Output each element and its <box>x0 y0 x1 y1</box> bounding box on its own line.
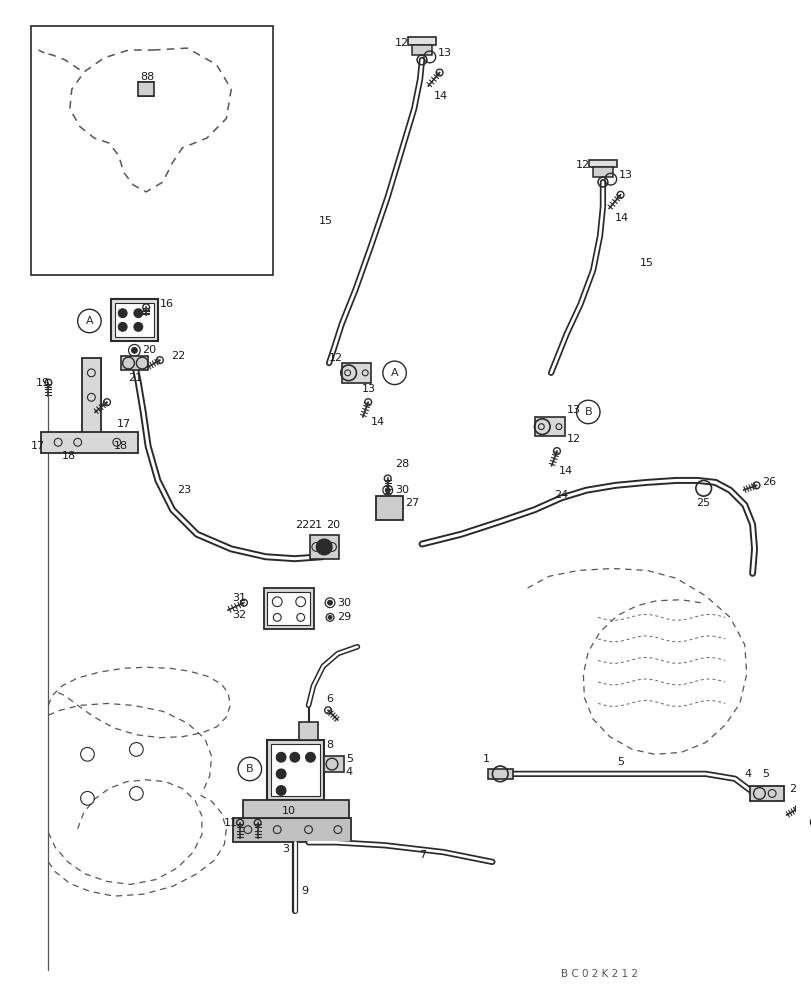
Bar <box>271 744 320 796</box>
Bar <box>267 740 324 800</box>
Bar <box>534 417 564 436</box>
Text: 23: 23 <box>178 485 191 495</box>
Text: 6: 6 <box>326 694 333 704</box>
Bar <box>408 37 436 45</box>
Text: 17: 17 <box>117 419 131 429</box>
Circle shape <box>118 309 127 318</box>
Circle shape <box>290 752 299 762</box>
Circle shape <box>328 615 332 619</box>
Circle shape <box>327 600 332 605</box>
Text: 20: 20 <box>142 345 157 355</box>
Text: 21: 21 <box>128 373 143 383</box>
Text: 12: 12 <box>575 160 589 170</box>
Text: 14: 14 <box>371 417 384 427</box>
Text: 5: 5 <box>345 754 352 764</box>
Circle shape <box>134 309 143 318</box>
Text: 19: 19 <box>36 378 49 388</box>
Text: 13: 13 <box>566 405 580 415</box>
Bar <box>31 26 273 275</box>
Text: B C 0 2 K 2 1 2: B C 0 2 K 2 1 2 <box>560 969 637 979</box>
Bar <box>298 722 318 740</box>
Text: 27: 27 <box>405 498 419 508</box>
Text: 25: 25 <box>695 498 709 508</box>
Text: 24: 24 <box>553 490 568 500</box>
Text: 22: 22 <box>171 351 186 361</box>
Text: 4: 4 <box>744 769 751 779</box>
Text: B: B <box>246 764 253 774</box>
Text: B: B <box>584 407 591 417</box>
Text: 12: 12 <box>328 353 343 363</box>
Text: 12: 12 <box>394 38 408 48</box>
Text: 21: 21 <box>308 520 322 530</box>
Text: 14: 14 <box>433 91 448 101</box>
Text: 4: 4 <box>345 767 353 777</box>
Bar <box>41 432 138 453</box>
Bar <box>242 800 348 818</box>
Circle shape <box>131 347 137 353</box>
Text: 5: 5 <box>762 769 769 779</box>
Circle shape <box>276 769 285 779</box>
Bar <box>111 299 157 341</box>
Bar <box>81 358 101 451</box>
Text: 32: 32 <box>232 610 246 620</box>
Text: 22: 22 <box>294 520 309 530</box>
Text: 12: 12 <box>566 434 580 444</box>
Text: 13: 13 <box>361 384 375 394</box>
Bar <box>121 356 148 370</box>
Text: A: A <box>390 368 398 378</box>
Circle shape <box>276 752 285 762</box>
Text: 31: 31 <box>232 593 246 603</box>
Text: 10: 10 <box>281 806 296 816</box>
Text: 11: 11 <box>223 818 237 828</box>
Text: 3: 3 <box>281 844 289 854</box>
Text: 28: 28 <box>395 459 410 469</box>
Bar <box>138 82 154 96</box>
Text: 5: 5 <box>617 757 624 767</box>
Text: 13: 13 <box>437 48 451 58</box>
Text: 26: 26 <box>762 477 775 487</box>
Text: 20: 20 <box>326 520 340 530</box>
Text: 13: 13 <box>618 170 632 180</box>
Text: 14: 14 <box>558 466 573 476</box>
Bar <box>264 588 314 629</box>
Circle shape <box>118 322 127 331</box>
Text: 88: 88 <box>140 72 154 82</box>
Bar <box>267 592 310 625</box>
Text: 17: 17 <box>31 441 45 451</box>
Bar <box>589 160 616 167</box>
Text: 18: 18 <box>62 451 76 461</box>
Bar <box>749 786 783 801</box>
Text: 1: 1 <box>482 754 489 764</box>
Bar <box>324 756 343 772</box>
Bar <box>412 45 431 55</box>
Text: 30: 30 <box>337 598 350 608</box>
Text: 2: 2 <box>787 784 795 794</box>
Text: A: A <box>85 316 93 326</box>
Text: 16: 16 <box>160 299 174 309</box>
Circle shape <box>276 786 285 795</box>
Bar <box>114 303 154 337</box>
Circle shape <box>305 752 315 762</box>
Text: 7: 7 <box>418 850 426 860</box>
Text: 14: 14 <box>614 213 628 223</box>
Text: 8: 8 <box>326 740 333 750</box>
Bar <box>375 496 403 520</box>
Circle shape <box>134 322 143 331</box>
Circle shape <box>316 539 332 555</box>
Text: 29: 29 <box>337 612 350 622</box>
Text: 30: 30 <box>395 485 409 495</box>
Text: 18: 18 <box>114 441 128 451</box>
Text: 6: 6 <box>808 818 811 828</box>
Bar <box>341 363 371 383</box>
Text: 9: 9 <box>302 886 308 896</box>
Bar <box>488 769 513 779</box>
Text: 15: 15 <box>639 258 654 268</box>
Bar <box>309 535 338 559</box>
Bar <box>592 167 612 177</box>
Text: 15: 15 <box>319 216 333 226</box>
Bar <box>233 818 350 842</box>
Circle shape <box>385 488 390 493</box>
